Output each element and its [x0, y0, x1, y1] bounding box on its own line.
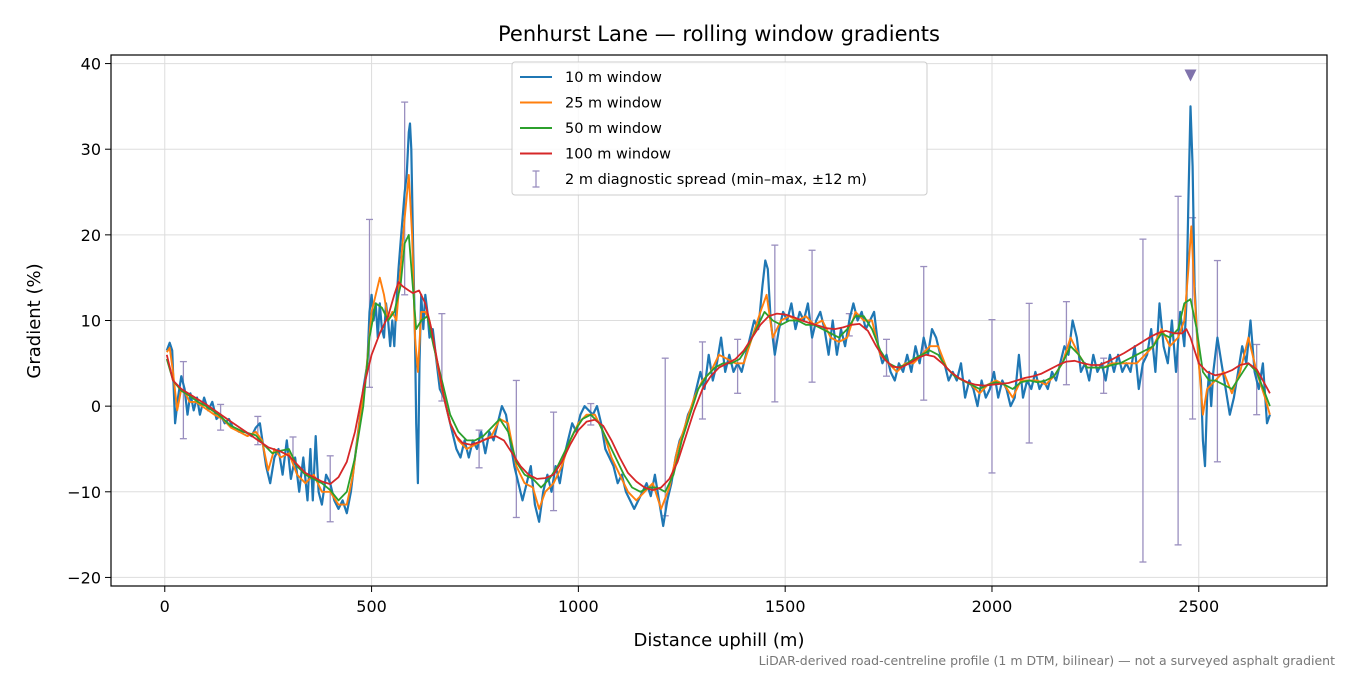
spread-errorbar — [326, 455, 334, 523]
series-lines — [165, 105, 1271, 528]
legend-box — [511, 61, 928, 196]
y-tick-label: 10 — [81, 312, 101, 331]
y-tick-label: 40 — [81, 55, 101, 74]
spread-errorbar — [179, 360, 187, 440]
peak-marker-group — [1184, 69, 1197, 82]
peak-marker — [1184, 69, 1197, 82]
spread-errorbar — [1025, 302, 1033, 444]
spread-errorbar — [988, 318, 996, 474]
x-tick-label: 2500 — [1178, 597, 1219, 616]
spread-errorbar — [1062, 301, 1070, 386]
footnote: LiDAR-derived road-centreline profile (1… — [759, 653, 1335, 668]
x-tick-label: 1000 — [558, 597, 599, 616]
y-tick-label: −10 — [67, 483, 101, 502]
spread-errorbar — [512, 379, 520, 519]
legend-label: 25 m window — [565, 96, 662, 112]
legend-swatch — [532, 170, 540, 188]
spread-errorbar — [1213, 259, 1221, 463]
spread-errorbar — [808, 249, 816, 383]
legend-entry: 50 m window — [520, 121, 662, 137]
spread-errorbar — [1174, 195, 1182, 546]
spread-errorbar — [920, 265, 928, 401]
legend-entry: 10 m window — [520, 70, 662, 86]
legend: 10 m window 25 m window 50 m window 100 m w… — [511, 61, 928, 196]
spread-errorbar — [550, 411, 558, 512]
series-100m-window — [165, 281, 1271, 491]
x-tick-label: 2000 — [972, 597, 1013, 616]
y-tick-label: −20 — [67, 568, 101, 587]
x-tick-label: 0 — [160, 597, 170, 616]
x-tick-label: 500 — [356, 597, 387, 616]
legend-label: 10 m window — [565, 70, 662, 86]
spread-errorbar — [734, 338, 742, 394]
y-tick-label: 30 — [81, 140, 101, 159]
legend-entry: 2 m diagnostic spread (min–max, ±12 m) — [532, 170, 867, 188]
series-50m-window — [165, 234, 1271, 502]
legend-entry: 100 m window — [520, 147, 671, 163]
spread-errorbar — [771, 244, 779, 403]
spread-errorbar — [1139, 238, 1147, 563]
legend-entry: 25 m window — [520, 96, 662, 112]
axis-ticks: 0 500 1000 1500 2000 2500 −20 −10 0 10 20 30 40 — [67, 55, 1219, 616]
legend-label: 100 m window — [565, 147, 671, 163]
x-axis-label: Distance uphill (m) — [634, 630, 805, 651]
y-tick-label: 20 — [81, 226, 101, 245]
legend-label: 2 m diagnostic spread (min–max, ±12 m) — [565, 172, 867, 188]
y-axis-label: Gradient (%) — [24, 263, 45, 378]
series-25m-window — [166, 173, 1271, 510]
legend-label: 50 m window — [565, 121, 662, 137]
x-tick-label: 1500 — [765, 597, 806, 616]
y-tick-label: 0 — [91, 397, 101, 416]
chart-title: Penhurst Lane — rolling window gradients — [498, 22, 940, 46]
